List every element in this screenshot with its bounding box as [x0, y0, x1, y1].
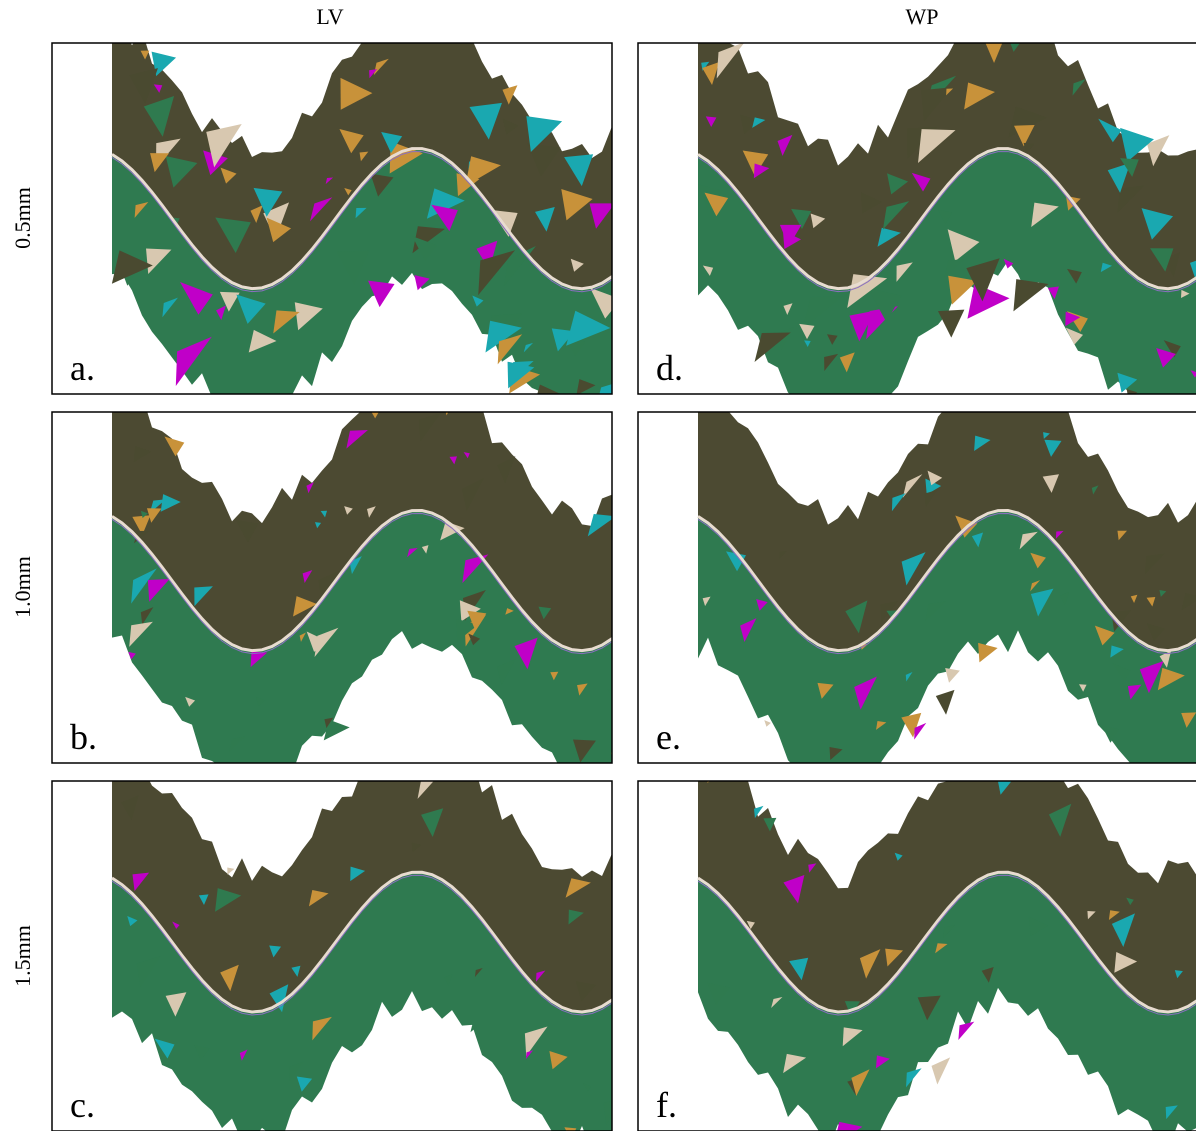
render-fragment	[604, 1099, 626, 1125]
panel-label: f.	[656, 1085, 677, 1125]
render-fragment	[628, 382, 657, 418]
render	[112, 0, 657, 432]
column-title: WP	[906, 4, 939, 29]
render-fragment	[234, 401, 263, 432]
figure: LV WP 0.5mm 1.0mm 1.5mm a. b. c. d. e. f.	[0, 0, 1196, 1131]
render-fragment	[868, 766, 880, 778]
render	[112, 730, 638, 1131]
render	[698, 4, 1196, 441]
render	[112, 363, 649, 799]
render-fragment	[1177, 787, 1196, 804]
render-fragment	[938, 310, 964, 338]
render-fragment	[807, 409, 845, 441]
render-fragment	[707, 765, 730, 783]
render-fragment	[978, 643, 998, 663]
render-fragment	[621, 884, 638, 901]
render-fragment	[858, 782, 875, 796]
panel-label: a.	[70, 348, 95, 388]
render-fragment	[612, 357, 638, 387]
render-fragment	[967, 284, 1009, 319]
render-fragment	[270, 402, 278, 409]
panel-label: b.	[70, 717, 97, 757]
render-fragment	[764, 720, 771, 727]
render-fragment	[990, 736, 1006, 752]
page: {"column_titles": ["LV", "WP"], "row_lab…	[0, 0, 1196, 1131]
row-label: 1.0mm	[10, 556, 35, 618]
render-fragment	[614, 978, 629, 996]
render-fragment	[617, 532, 632, 553]
row-label: 1.5mm	[10, 925, 35, 987]
render-fragment	[227, 868, 234, 875]
render-fragment	[958, 1022, 974, 1040]
render	[698, 358, 1196, 804]
panel-label: d.	[656, 348, 683, 388]
render-fragment	[1013, 279, 1048, 311]
render-fragment	[936, 690, 955, 715]
renders	[112, 0, 1196, 1131]
render-fragment	[1171, 420, 1194, 440]
render-fragment	[1020, 739, 1044, 763]
render	[698, 727, 1196, 1131]
render-fragment	[932, 1057, 951, 1084]
panel-label: e.	[656, 717, 681, 757]
render-fragment	[611, 684, 630, 705]
render-fragment	[945, 668, 960, 683]
render-fragment	[611, 753, 631, 773]
row-label: 0.5mm	[10, 187, 35, 249]
render-fragment	[629, 237, 655, 266]
column-title: LV	[316, 4, 343, 29]
panel-label: c.	[70, 1085, 95, 1125]
